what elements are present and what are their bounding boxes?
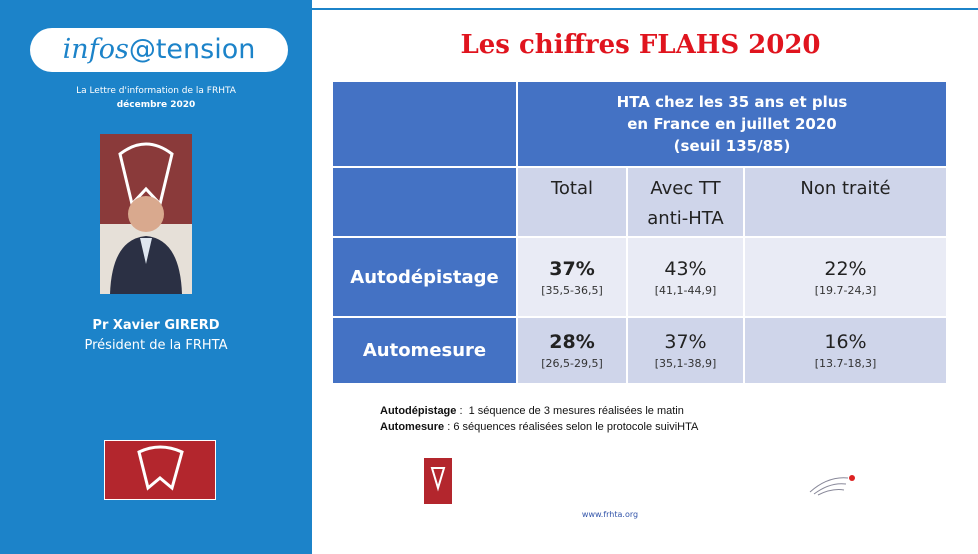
column-header-line: Avec TT xyxy=(650,178,721,199)
row-label: Automesure xyxy=(362,340,487,361)
logo: infos@tension xyxy=(30,28,288,72)
top-rule xyxy=(312,8,978,10)
data-cell: 16% [13.7-18,3] xyxy=(745,318,948,385)
data-cell: 37% [35,5-36,5] xyxy=(518,238,628,318)
author: Pr Xavier GIRERD xyxy=(92,318,220,333)
cell-value: 37% xyxy=(549,257,595,280)
note-line: Automesure : 6 séquences réalisées selon… xyxy=(380,419,698,435)
note-term: Automesure xyxy=(380,421,445,433)
column-header: Avec TT anti-HTA xyxy=(628,168,745,238)
cell-value: 16% xyxy=(824,331,867,353)
data-cell: 28% [26,5-29,5] xyxy=(518,318,628,385)
caption-line: en France en juillet 2020 xyxy=(627,115,837,133)
small-logo xyxy=(424,458,452,504)
cell-range: [13.7-18,3] xyxy=(814,357,877,370)
caption-cell: HTA chez les 35 ans et plus en France en … xyxy=(518,82,948,168)
row-label: Autodépistage xyxy=(350,266,499,288)
data-cell: 22% [19.7-24,3] xyxy=(745,238,948,318)
caption-line: (seuil 135/85) xyxy=(673,137,791,155)
cell-range: [35,5-36,5] xyxy=(541,283,603,297)
cell-value: 22% xyxy=(824,257,867,280)
cell-range: [26,5-29,5] xyxy=(541,357,603,370)
column-header-line: Total xyxy=(550,178,594,199)
portrait xyxy=(100,134,192,294)
column-header-line: anti-HTA xyxy=(647,208,724,229)
note-term: Autodépistage xyxy=(380,405,457,417)
footer-url: www.frhta.org xyxy=(581,510,639,519)
note-line: Autodépistage : 1 séquence de 3 mesures … xyxy=(380,403,698,419)
notes: Autodépistage : 1 séquence de 3 mesures … xyxy=(380,403,698,435)
cell-range: [35,1-38,9] xyxy=(654,357,717,370)
data-cell: 43% [41,1-44,9] xyxy=(628,238,745,318)
subtitle: La Lettre d'information de la FRHTA xyxy=(76,86,236,96)
suivihta-logo xyxy=(809,475,855,496)
date: décembre 2020 xyxy=(116,100,196,110)
cell-value: 43% xyxy=(664,257,707,280)
note-text: : 1 séquence de 3 mesures réalisées le m… xyxy=(456,405,684,417)
table: HTA chez les 35 ans et plus en France en … xyxy=(333,82,948,385)
row-header: Autodépistage xyxy=(333,238,518,318)
corner-cell xyxy=(333,168,518,238)
note-text: : 6 séquences réalisées selon le protoco… xyxy=(444,421,699,433)
caption-line: HTA chez les 35 ans et plus xyxy=(616,93,848,111)
data-cell: 37% [35,1-38,9] xyxy=(628,318,745,385)
corner-cell xyxy=(333,82,518,168)
column-header: Non traité xyxy=(745,168,948,238)
cell-value: 28% xyxy=(549,331,595,353)
frhta-logo xyxy=(104,440,216,500)
title: Les chiffres FLAHS 2020 xyxy=(460,30,821,60)
cell-value: 37% xyxy=(664,331,707,353)
column-header-line: Non traité xyxy=(800,178,891,199)
logo-prefix: infos xyxy=(62,34,129,65)
column-header: Total xyxy=(518,168,628,238)
cell-range: [41,1-44,9] xyxy=(654,283,717,297)
role: Président de la FRHTA xyxy=(84,338,228,353)
row-header: Automesure xyxy=(333,318,518,385)
cell-range: [19.7-24,3] xyxy=(814,283,877,297)
logo-suffix: @tension xyxy=(128,34,256,65)
